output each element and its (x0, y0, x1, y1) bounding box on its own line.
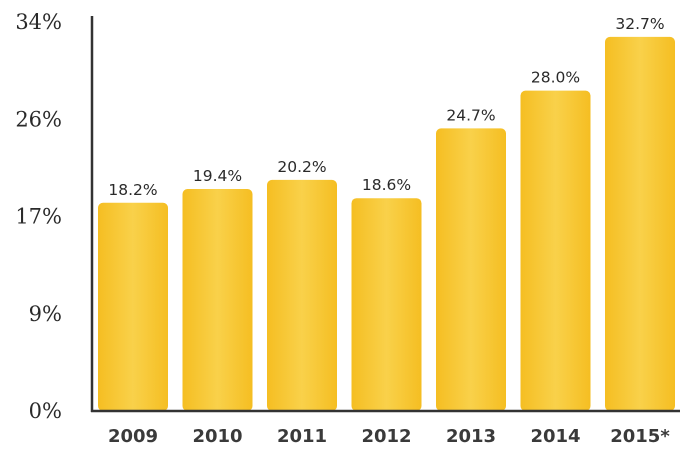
x-axis-labels: 2009 2010 2011 2012 2013 2014 2015* (108, 426, 670, 447)
bar (436, 128, 506, 411)
x-tick-label: 2015* (610, 426, 670, 447)
bar-value-label: 18.6% (362, 176, 411, 194)
x-tick-label: 2014 (530, 426, 580, 447)
x-tick-label: 2009 (108, 426, 158, 447)
y-tick-label: 9% (29, 302, 62, 326)
x-tick-label: 2013 (446, 426, 496, 447)
bar (520, 90, 591, 411)
bar-value-label: 19.4% (193, 167, 242, 185)
bar (351, 198, 422, 411)
x-tick-label: 2011 (277, 426, 327, 447)
bar-value-label: 32.7% (615, 15, 664, 33)
bar-value-label: 18.2% (108, 181, 157, 199)
bar (98, 202, 168, 411)
y-tick-label: 17% (15, 205, 62, 229)
bar (267, 179, 337, 411)
y-tick-label: 26% (15, 107, 62, 131)
data-labels: 18.2% 19.4% 20.2% 18.6% 24.7% 28.0% 32.7% (108, 15, 664, 199)
bar-value-label: 20.2% (277, 158, 326, 176)
x-tick-label: 2012 (361, 426, 411, 447)
bar-value-label: 24.7% (446, 106, 495, 124)
bar-value-label: 28.0% (531, 69, 580, 87)
y-tick-label: 0% (29, 399, 62, 423)
bar (182, 189, 253, 411)
y-tick-label: 34% (15, 10, 62, 34)
bar (605, 36, 675, 411)
bars (98, 36, 675, 411)
x-tick-label: 2010 (192, 426, 242, 447)
y-axis-ticks: 0% 9% 17% 26% 34% (15, 10, 62, 423)
